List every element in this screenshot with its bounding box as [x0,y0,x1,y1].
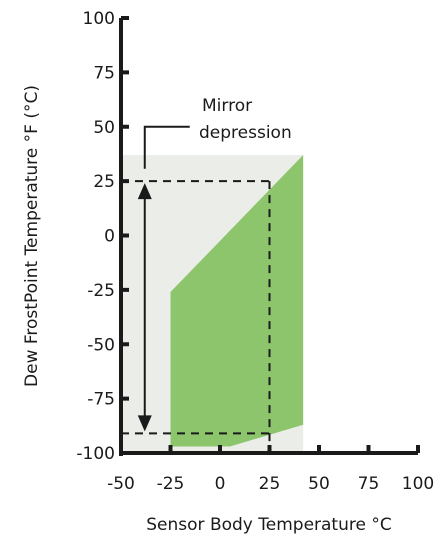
y-tick-label: 100 [83,9,115,29]
y-tick-label: 25 [93,172,115,192]
annotation-text: Mirror [202,96,252,116]
x-tick-label: 50 [308,474,330,494]
x-tick-label: 75 [358,474,380,494]
arrow-head-top [137,183,152,200]
x-axis-title: Sensor Body Temperature °C [146,515,391,535]
x-tick-label: 25 [259,474,281,494]
annotation-leader [143,125,190,169]
arrow-head-bottom [137,415,152,432]
y-tick-label: -75 [87,390,115,410]
x-tick-label: -25 [157,474,185,494]
annotation-text: depression [199,123,292,143]
x-tick-label: 0 [215,474,226,494]
y-tick-label: 0 [104,227,115,247]
x-tick-label: -50 [107,474,135,494]
y-tick-label: -100 [76,444,115,464]
y-tick-label: 50 [93,118,115,138]
y-tick-label: 75 [93,63,115,83]
x-tick-label: 100 [402,474,434,494]
y-tick-label: -50 [87,335,115,355]
y-tick-label: -25 [87,281,115,301]
y-axis-title: Dew FrostPoint Temperature °F (°C) [22,85,42,387]
